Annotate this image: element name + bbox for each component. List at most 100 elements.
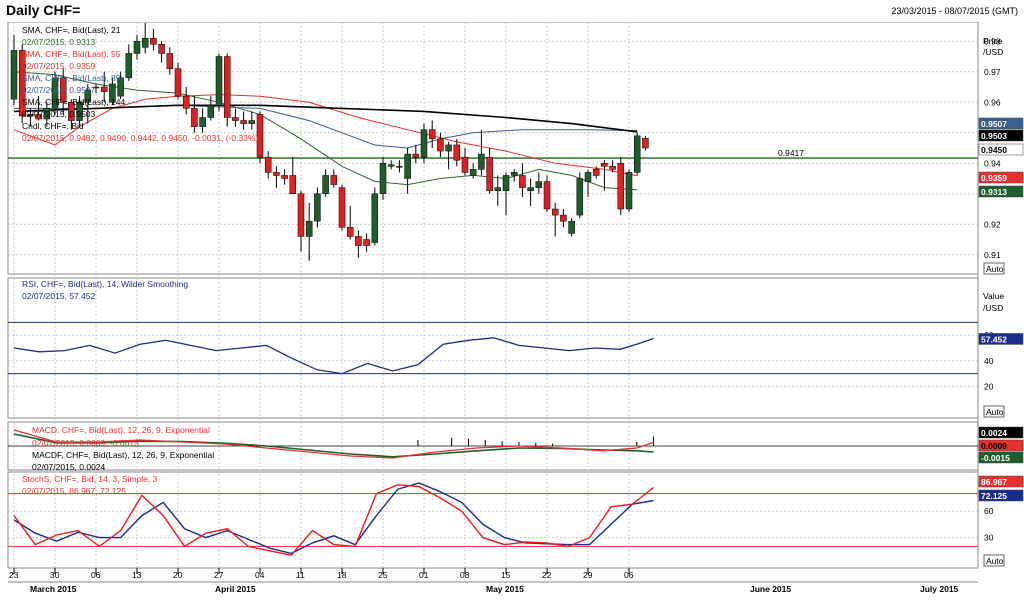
x-tick-label: 30 — [50, 570, 60, 580]
price-tick-label: 0.98 — [984, 36, 1001, 46]
legend-macdf-value: 02/07/2015, 0.0024 — [32, 462, 106, 472]
candle-body — [560, 214, 567, 222]
candle-body — [240, 120, 247, 124]
candle-body — [264, 156, 272, 173]
price-plot: 0.9417 — [8, 22, 978, 261]
x-tick-label: 18 — [337, 570, 347, 580]
macd-badge-text: 0.0009 — [981, 441, 1007, 451]
rsi-tick-label: 20 — [984, 381, 994, 391]
candle-body — [584, 172, 592, 182]
axes: 0.980.970.960.950.940.930.920.9160402060… — [8, 36, 1001, 594]
price-panel-frame — [7, 22, 979, 275]
stochastic-plot — [8, 482, 978, 556]
stoch-tick-label: 30 — [984, 533, 994, 543]
value-badges: 0.9507 0.9503 0.9450 0.9359 0.9313 57.452 0.00… — [978, 117, 1024, 502]
candle-body — [215, 56, 223, 106]
price-badge-text: 0.9450 — [981, 145, 1007, 155]
price-axis-title: Price — [983, 36, 1003, 46]
price-badge-box — [978, 129, 1024, 142]
legend-sma89-name: SMA, CHF=, Bid(Last), 89 — [22, 73, 121, 83]
candle-body — [437, 138, 444, 152]
legend-stoch-name: StochS, CHF=, Bid, 14, 3, Simple, 3 — [22, 474, 158, 484]
macd-line — [13, 429, 654, 459]
candle-body — [199, 117, 206, 127]
price-tick-label: 0.92 — [984, 219, 1001, 229]
candle-body — [387, 164, 395, 167]
chart-canvas[interactable]: 0.9417 0.980.970.960.950.940.930.920.916… — [0, 22, 1024, 608]
legend-macd-value: 02/07/2015, 0.0009, -0.0015 — [32, 438, 139, 448]
candle-body — [43, 108, 51, 120]
candle-body — [478, 153, 485, 170]
candle-body — [322, 175, 329, 194]
candle-body — [404, 153, 411, 179]
x-tick-label: 11 — [296, 570, 305, 580]
candle-body — [133, 41, 141, 54]
price-badge-box — [978, 117, 1024, 130]
candle-body — [396, 166, 403, 168]
candle-body — [207, 105, 215, 118]
candle-body — [543, 181, 551, 210]
candle-body — [150, 37, 157, 45]
candle-body — [363, 239, 370, 246]
candle-body — [617, 163, 625, 210]
legend-sma21-value: 02/07/2015, 0.9313 — [22, 37, 96, 47]
price-auto-button[interactable]: Auto — [983, 262, 1005, 275]
candle-body — [625, 172, 633, 210]
candle-body — [453, 144, 461, 161]
legend-sma55-value: 02/07/2015, 0.9359 — [22, 61, 96, 71]
stoch-k-line — [13, 484, 655, 556]
candle-body — [494, 187, 502, 191]
price-tick-label: 0.91 — [984, 250, 1001, 260]
candle-body — [314, 193, 321, 222]
candle-body — [27, 114, 34, 117]
candle-body — [412, 153, 420, 158]
support-label: 0.9417 — [778, 148, 804, 158]
candle-body — [174, 68, 182, 97]
rsi-tick-label: 40 — [984, 356, 994, 366]
macd-plot — [8, 429, 978, 459]
price-auto-label: Auto — [986, 264, 1004, 274]
candle-body — [125, 53, 133, 79]
price-axis-unit: /USD — [983, 47, 1003, 57]
stoch-auto-button[interactable]: Auto — [983, 554, 1005, 567]
legend-sma144-name: SMA, CHF=, Bid(Last), 144 — [22, 97, 125, 107]
candle-body — [256, 114, 264, 158]
x-tick-label: 06 — [91, 570, 101, 580]
candle-body — [141, 37, 149, 48]
chart-header: Daily CHF= 23/03/2015 - 08/07/2015 (GMT) — [0, 0, 1024, 22]
sma-line-0 — [13, 71, 638, 191]
candle-body — [158, 44, 165, 54]
macd-badge-text: -0.0015 — [981, 453, 1010, 463]
rsi-auto-button[interactable]: Auto — [983, 405, 1005, 418]
candle-body — [461, 156, 469, 173]
rsi-axis-unit: /USD — [983, 303, 1003, 313]
month-label: June 2015 — [750, 584, 791, 594]
x-tick-label: 29 — [583, 570, 593, 580]
legend-rsi-name: RSI, CHF=, Bid(Last), 14, Wilder Smoothi… — [22, 279, 188, 289]
candle-body — [297, 193, 305, 237]
candle-body — [191, 108, 198, 127]
stoch-badge-text: 72.125 — [981, 491, 1007, 501]
rsi-auto-label: Auto — [986, 407, 1004, 417]
candle-body — [609, 166, 616, 170]
legend-macdf-name: MACDF, CHF=, Bid(Last), 12, 26, 9, Expon… — [32, 450, 214, 460]
rsi-badge-text: 57.452 — [981, 334, 1007, 344]
legend-candle-name: Cndl, CHF=, Bid — [22, 121, 84, 131]
candle-body — [117, 77, 124, 97]
candle-body — [51, 77, 59, 109]
price-tick-label: 0.96 — [984, 97, 1001, 107]
legend-rsi-value: 02/07/2015, 57.452 — [22, 291, 96, 301]
legend-stoch-value: 02/07/2015, 86.967, 72.125 — [22, 486, 126, 496]
stoch-panel-frame — [7, 471, 979, 569]
candle-body — [100, 86, 108, 92]
price-tick-label: 0.97 — [984, 67, 1001, 77]
candle-body — [59, 77, 67, 103]
stoch-d-line — [13, 482, 654, 555]
candle-body — [223, 56, 231, 118]
candle-body — [469, 169, 477, 176]
legend-candle-value: 02/07/2015, 0.9482, 0.9490, 0.9442, 0.94… — [22, 133, 258, 143]
candle-body — [305, 220, 313, 237]
candle-body — [330, 175, 338, 185]
month-label: July 2015 — [920, 584, 959, 594]
x-tick-label: 27 — [214, 570, 224, 580]
